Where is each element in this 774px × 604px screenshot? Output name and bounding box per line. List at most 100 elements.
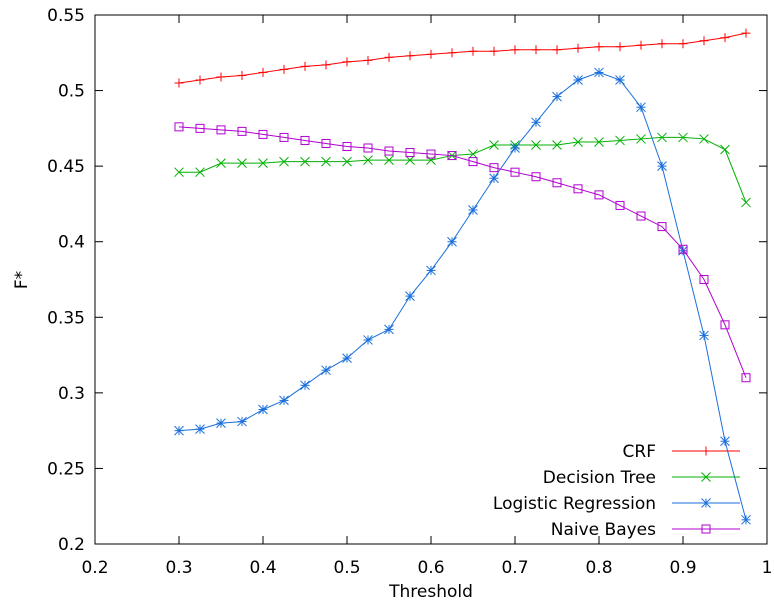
marker-stroke (720, 436, 730, 447)
marker-stroke (636, 102, 646, 113)
data-point (447, 236, 457, 247)
data-point (384, 52, 394, 62)
data-point (363, 335, 373, 345)
marker-stroke (468, 157, 478, 167)
marker-stroke (741, 514, 751, 525)
data-point (657, 39, 667, 49)
marker-stroke (531, 140, 541, 150)
data-point (216, 418, 226, 428)
marker-stroke (258, 158, 268, 168)
data-point (615, 42, 625, 52)
marker-stroke (678, 245, 688, 256)
data-point (342, 353, 352, 363)
data-point (195, 167, 205, 178)
data-point (237, 126, 247, 136)
data-point (720, 33, 730, 43)
data-point (699, 275, 709, 284)
legend-entry: CRF (623, 442, 740, 462)
marker-stroke (720, 144, 730, 155)
data-point (321, 156, 331, 167)
data-point (510, 167, 520, 177)
data-point (741, 28, 751, 38)
data-point (195, 123, 205, 133)
data-point (531, 45, 541, 55)
marker-stroke (258, 404, 268, 415)
data-point (342, 141, 352, 151)
marker-stroke (552, 91, 562, 102)
marker-stroke (174, 167, 184, 178)
marker-stroke (216, 418, 226, 428)
marker-stroke (531, 172, 541, 182)
marker-stroke (657, 222, 667, 232)
data-point (699, 134, 709, 144)
data-point (657, 222, 667, 232)
marker-stroke (552, 178, 562, 188)
marker-stroke (321, 138, 331, 148)
y-tick-label: 0.55 (47, 6, 85, 26)
data-point (636, 102, 646, 113)
y-axis-label: F* (12, 271, 32, 289)
data-point (720, 320, 730, 330)
x-tick-label: 0.2 (81, 558, 108, 578)
data-point (237, 416, 247, 427)
data-point (678, 39, 688, 49)
marker-stroke (573, 184, 583, 194)
data-point (279, 64, 289, 74)
data-point (657, 132, 667, 143)
data-point (384, 155, 394, 165)
legend-label: Naive Bayes (551, 520, 656, 540)
marker-stroke (426, 155, 436, 165)
marker-stroke (279, 132, 289, 142)
data-point (468, 149, 478, 159)
legend-entry: Decision Tree (543, 468, 740, 488)
data-point (552, 91, 562, 102)
marker-stroke (636, 211, 646, 221)
marker-stroke (342, 156, 352, 167)
series-0 (174, 28, 751, 88)
data-point (258, 158, 268, 168)
marker-stroke (447, 236, 457, 247)
marker-stroke (342, 141, 352, 151)
marker-stroke (342, 353, 352, 363)
data-point (405, 291, 415, 301)
marker-stroke (741, 197, 751, 208)
marker-stroke (701, 524, 711, 534)
data-point (489, 46, 499, 56)
marker-stroke (573, 137, 583, 147)
data-point (510, 45, 520, 55)
marker-stroke (426, 265, 436, 276)
marker-stroke (720, 320, 730, 330)
data-point (405, 51, 415, 61)
data-point (594, 67, 604, 78)
legend-label: Decision Tree (543, 468, 656, 488)
marker-stroke (678, 132, 688, 143)
data-point (531, 172, 541, 182)
marker-stroke (489, 163, 499, 173)
marker-stroke (237, 416, 247, 427)
data-point (384, 146, 394, 156)
data-point (720, 436, 730, 447)
marker-stroke (699, 275, 709, 284)
marker-stroke (531, 117, 541, 128)
legend: CRF Decision Tree Logistic Regression Naive… (493, 442, 740, 540)
x-axis-label: Threshold (388, 582, 473, 602)
series-1 (174, 132, 751, 208)
data-point (258, 129, 268, 139)
data-point (615, 75, 625, 85)
data-point (363, 155, 373, 165)
legend-marker (701, 524, 711, 534)
marker-stroke (279, 395, 289, 406)
marker-stroke (363, 335, 373, 345)
marker-stroke (699, 330, 709, 341)
series-layer (174, 28, 751, 525)
marker-stroke (363, 143, 373, 153)
data-point (426, 149, 436, 159)
marker-stroke (657, 132, 667, 143)
data-point (279, 395, 289, 406)
marker-stroke (300, 135, 310, 145)
marker-stroke (489, 140, 499, 150)
data-point (300, 156, 310, 167)
marker-stroke (615, 75, 625, 85)
marker-stroke (216, 158, 226, 168)
data-point (279, 132, 289, 142)
